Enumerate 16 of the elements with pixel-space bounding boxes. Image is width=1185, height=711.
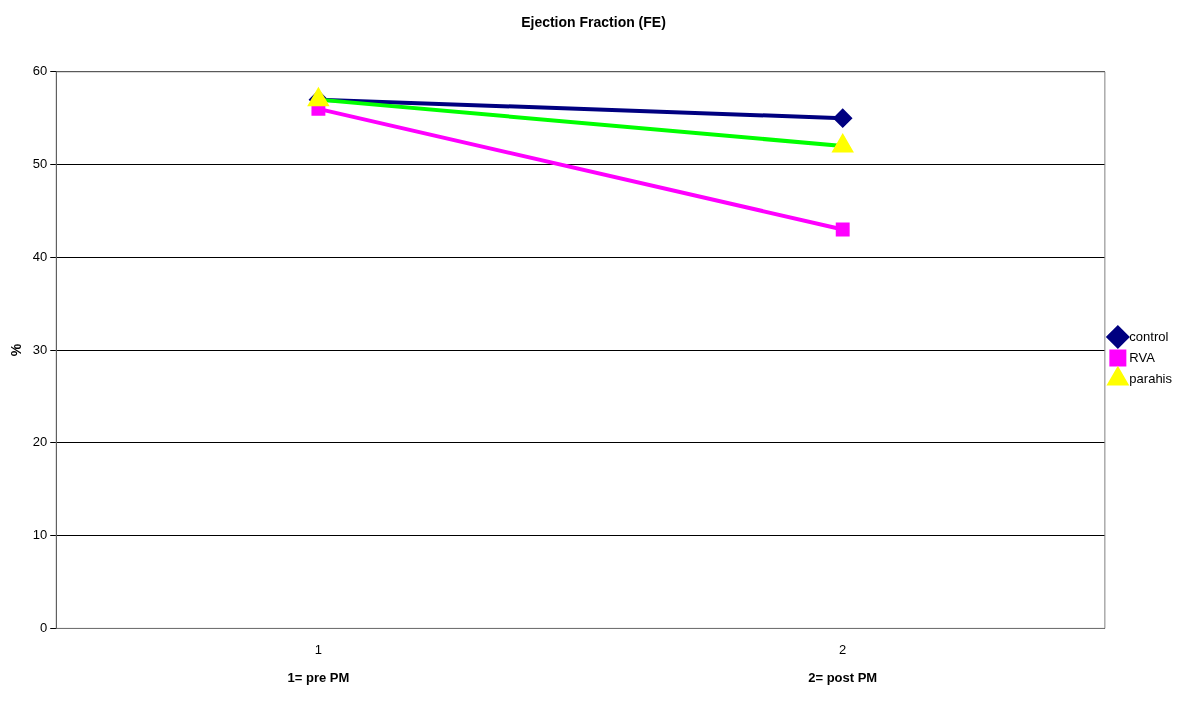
chart-title: Ejection Fraction (FE) [521, 14, 666, 31]
legend-label: control [1129, 328, 1169, 344]
x-tick-label: 1 [314, 641, 323, 657]
y-tick-label: 0 [40, 619, 48, 635]
y-tick-label: 60 [32, 63, 48, 79]
x-tick-label: 2 [839, 641, 847, 657]
legend-label: RVA [1129, 349, 1156, 365]
y-axis-title: % [8, 343, 25, 357]
y-tick-label: 30 [32, 341, 48, 357]
y-tick-label: 20 [32, 434, 48, 450]
y-tick-label: 50 [32, 156, 48, 172]
text: 2= post PM [808, 669, 878, 685]
y-tick-label: 40 [32, 248, 48, 264]
y-tick-label: 10 [32, 527, 48, 543]
legend-label: parahis [1129, 370, 1173, 386]
text: 1= pre PM [287, 669, 350, 685]
